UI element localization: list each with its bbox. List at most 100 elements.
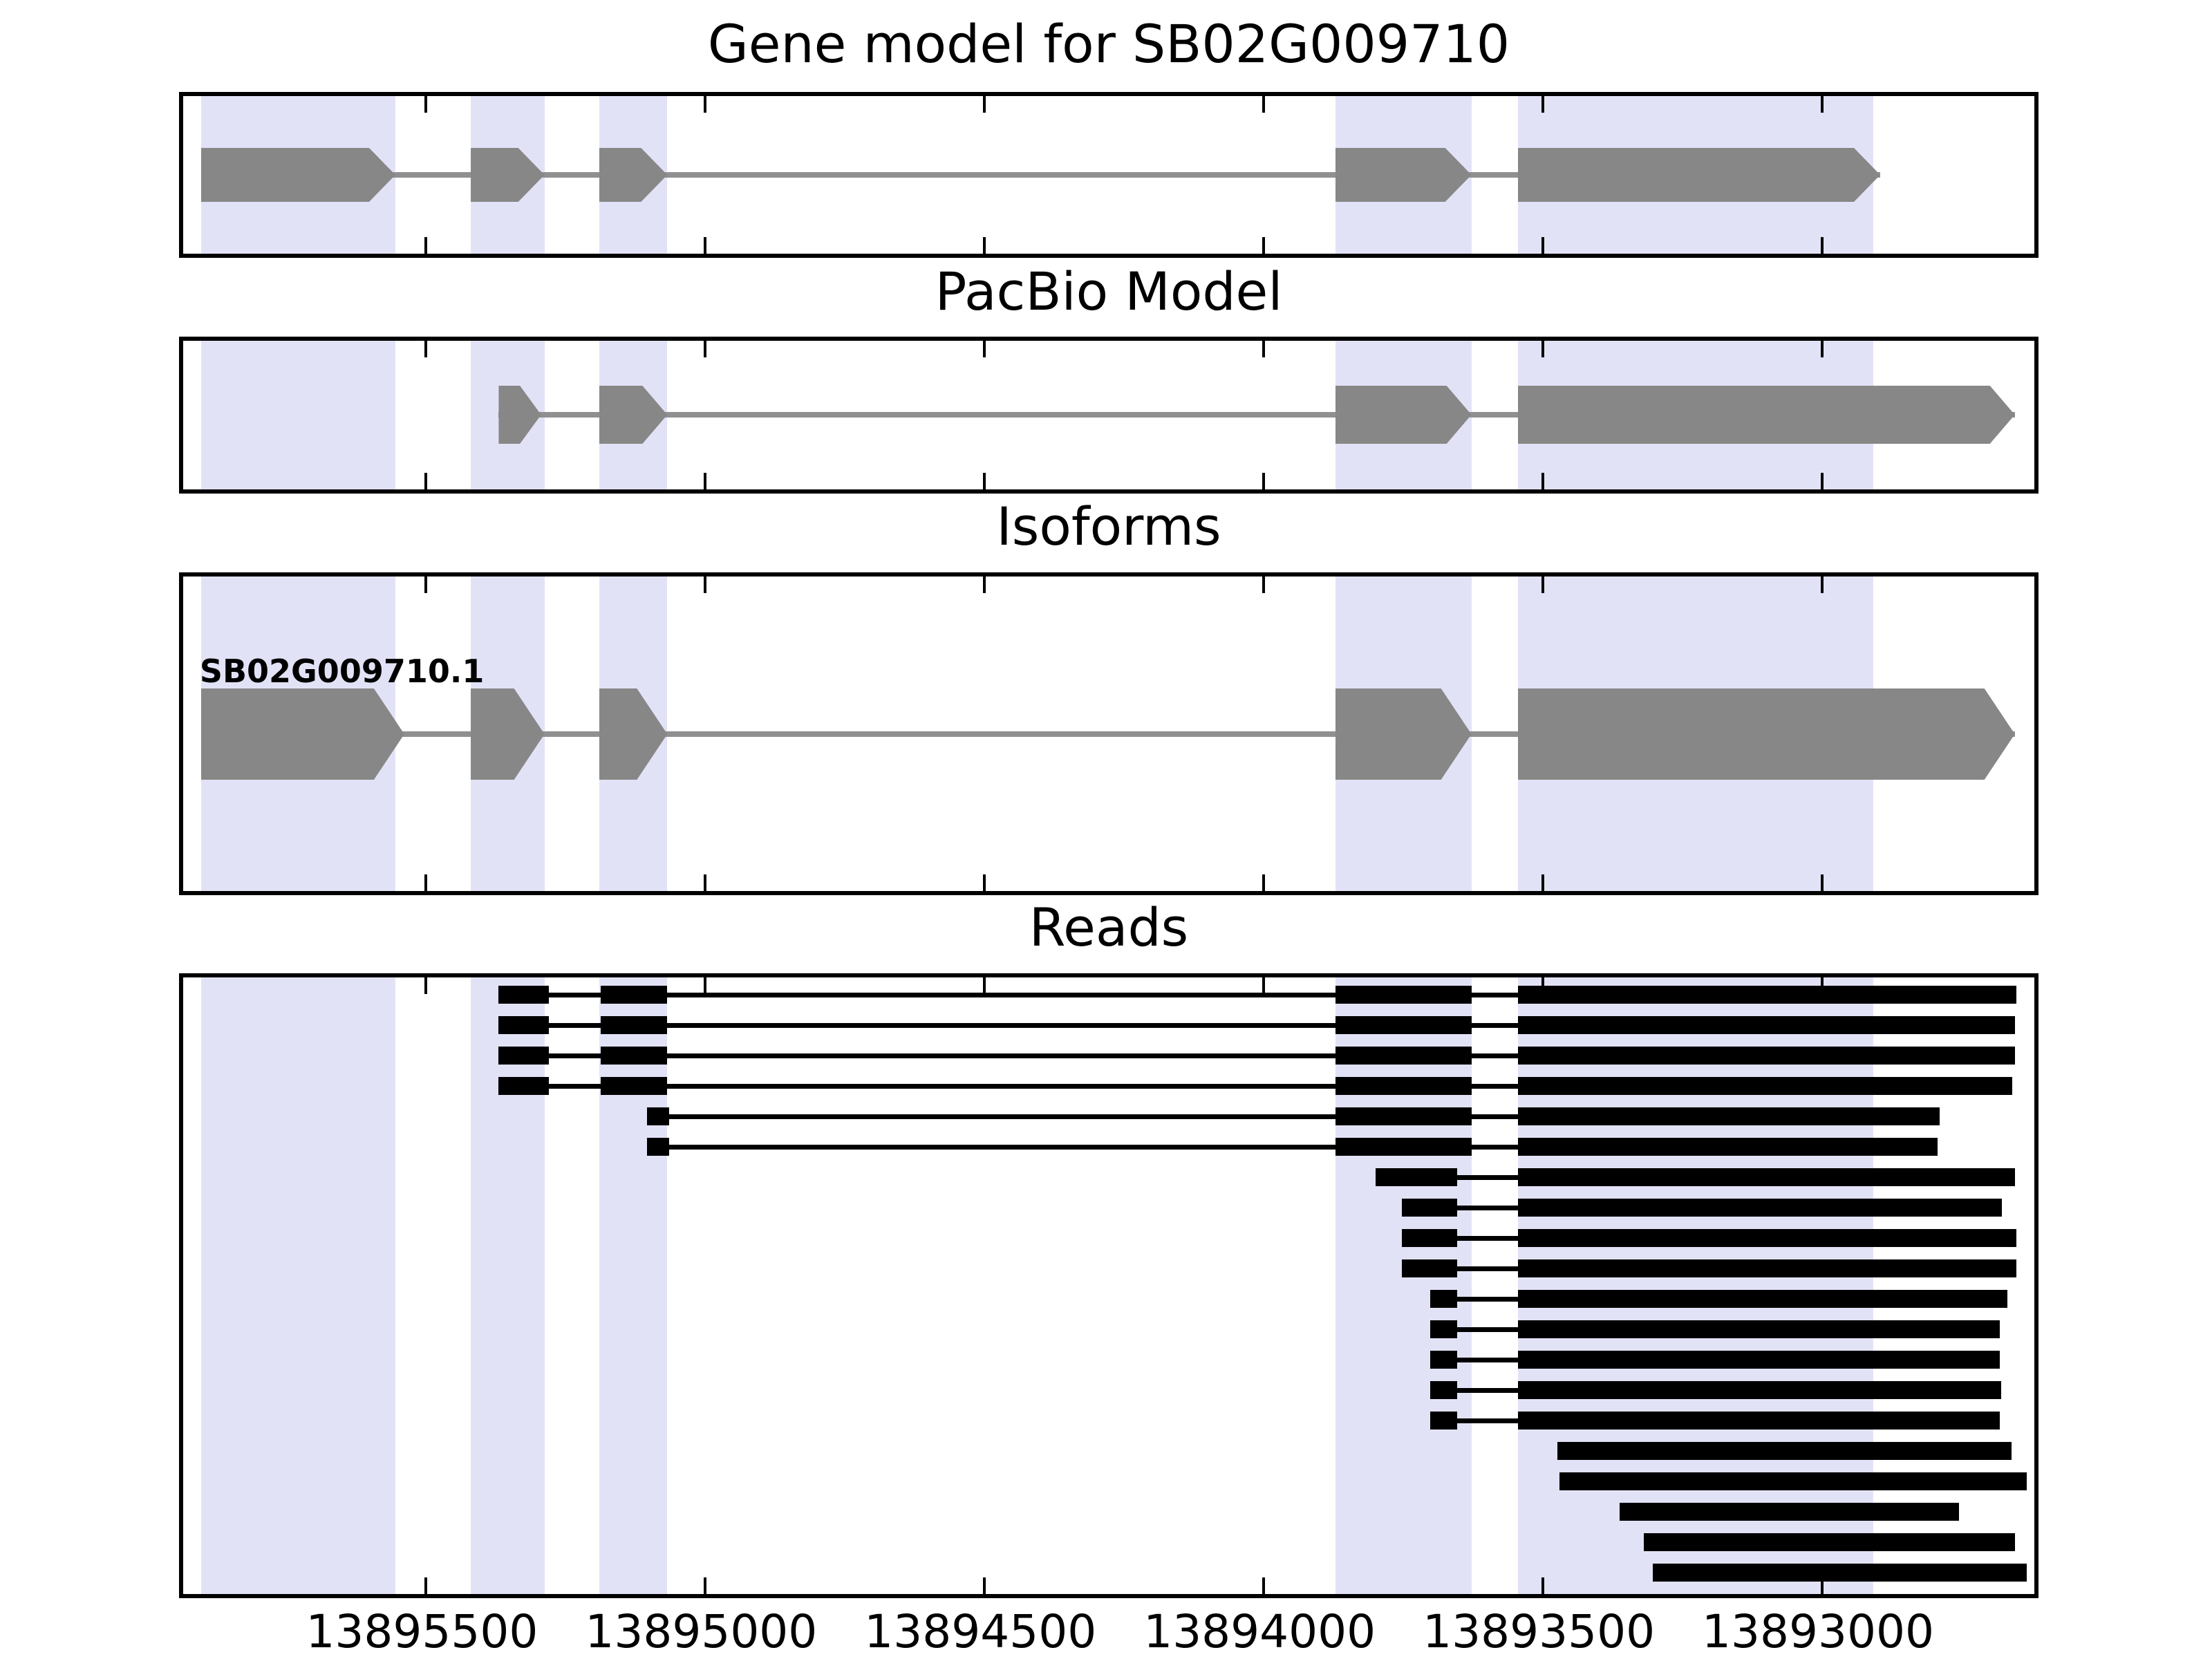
isoforms-panel-title: Isoforms	[996, 496, 1221, 557]
reads-panel-title: Reads	[1029, 897, 1189, 958]
axis-tick-mark	[1541, 96, 1545, 113]
axis-tick-mark	[1262, 96, 1266, 113]
axis-tick-mark	[1262, 977, 1266, 994]
read-exon-block	[1517, 1229, 2017, 1247]
read-exon-block	[1517, 1351, 2000, 1369]
axis-tick-mark	[704, 473, 707, 489]
read-exon-block	[1430, 1381, 1458, 1399]
axis-tick-mark	[1262, 237, 1266, 254]
read-exon-block	[1335, 1077, 1472, 1095]
axis-tick-mark	[424, 1577, 428, 1594]
axis-tick-mark	[1821, 874, 1824, 891]
x-tick-label: 13894000	[1143, 1605, 1376, 1658]
axis-tick-mark	[1541, 577, 1545, 593]
axis-tick-mark	[1541, 874, 1545, 891]
axis-tick-mark	[424, 874, 428, 891]
exon-highlight-band	[1517, 977, 1874, 1594]
read-exon-block	[1517, 1168, 2015, 1186]
exon-highlight-band	[200, 977, 395, 1594]
axis-tick-mark	[1821, 577, 1824, 593]
axis-tick-mark	[424, 577, 428, 593]
gene-model-exon-arrow	[200, 148, 395, 202]
read-exon-block	[1517, 1412, 2000, 1430]
axis-tick-mark	[983, 341, 986, 357]
exon-highlight-band	[471, 977, 545, 1594]
read-exon-block	[601, 986, 668, 1004]
read-exon-block	[646, 1107, 669, 1125]
read-exon-block	[601, 1016, 668, 1034]
read-exon-block	[1335, 1047, 1472, 1065]
axis-tick-mark	[983, 874, 986, 891]
axis-tick-mark	[704, 341, 707, 357]
axis-tick-mark	[704, 237, 707, 254]
axis-tick-mark	[704, 96, 707, 113]
isoform-exon-arrow	[1335, 688, 1472, 780]
isoforms-panel: SB02G009710.1	[179, 572, 2038, 895]
axis-tick-mark	[1262, 577, 1266, 593]
gene-model-intron-line	[200, 172, 1881, 178]
axis-tick-mark	[1262, 473, 1266, 489]
axis-tick-mark	[1541, 341, 1545, 357]
x-tick-label: 13895000	[585, 1605, 818, 1658]
read-exon-block	[1619, 1503, 1959, 1521]
axis-tick-mark	[424, 96, 428, 113]
read-exon-block	[498, 1047, 550, 1065]
x-tick-label: 13893500	[1423, 1605, 1656, 1658]
read-exon-block	[1517, 1107, 1940, 1125]
exon-highlight-band	[200, 341, 395, 489]
axis-tick-mark	[1541, 473, 1545, 489]
read-exon-block	[1517, 1077, 2012, 1095]
axis-tick-mark	[983, 237, 986, 254]
axis-tick-mark	[1262, 874, 1266, 891]
isoform-exon-arrow	[200, 688, 404, 780]
read-exon-block	[1430, 1412, 1458, 1430]
axis-tick-mark	[1541, 1577, 1545, 1594]
read-exon-block	[1517, 1381, 2001, 1399]
read-exon-block	[1335, 986, 1472, 1004]
axis-tick-mark	[1821, 473, 1824, 489]
read-exon-block	[1557, 1442, 2012, 1460]
read-exon-block	[1517, 1199, 2003, 1217]
read-exon-block	[1335, 1138, 1472, 1156]
isoform-intron-line	[200, 731, 2015, 737]
read-exon-block	[1517, 1047, 2015, 1065]
axis-tick-mark	[1821, 1577, 1824, 1594]
axis-tick-mark	[424, 473, 428, 489]
gene-model-panel-title: Gene model for SB02G009710	[707, 13, 1510, 75]
axis-tick-mark	[704, 577, 707, 593]
read-intron-line	[498, 1084, 2012, 1089]
axis-tick-mark	[424, 977, 428, 994]
read-exon-block	[1401, 1259, 1458, 1277]
gene-model-exon-arrow	[1335, 148, 1472, 202]
pacbio-model-intron-line	[498, 412, 2015, 418]
axis-tick-mark	[983, 473, 986, 489]
read-exon-block	[1653, 1564, 2027, 1582]
read-exon-block	[1335, 1107, 1472, 1125]
axis-tick-mark	[704, 977, 707, 994]
exon-highlight-band	[599, 977, 668, 1594]
axis-tick-mark	[983, 96, 986, 113]
axis-tick-mark	[1821, 237, 1824, 254]
exon-highlight-band	[1335, 977, 1472, 1594]
read-exon-block	[1430, 1320, 1458, 1338]
isoform-exon-arrow	[1517, 688, 2015, 780]
axis-tick-mark	[983, 1577, 986, 1594]
read-exon-block	[1644, 1533, 2015, 1551]
read-exon-block	[1401, 1229, 1458, 1247]
read-exon-block	[1517, 1259, 2017, 1277]
pacbio-panel-title: PacBio Model	[935, 261, 1283, 322]
x-axis-tick-labels: 13895500 13895000 13894500 13894000 13893500…	[179, 1605, 2038, 1659]
isoform-name-label: SB02G009710.1	[199, 653, 485, 690]
read-exon-block	[498, 1077, 550, 1095]
read-exon-block	[498, 1016, 550, 1034]
read-exon-block	[1517, 1290, 2008, 1308]
read-exon-block	[601, 1047, 668, 1065]
pacbio-panel	[179, 337, 2038, 494]
axis-tick-mark	[424, 341, 428, 357]
read-exon-block	[1517, 1138, 1938, 1156]
read-exon-block	[1517, 986, 2017, 1004]
read-exon-block	[1335, 1016, 1472, 1034]
read-exon-block	[1430, 1290, 1458, 1308]
axis-tick-mark	[983, 977, 986, 994]
